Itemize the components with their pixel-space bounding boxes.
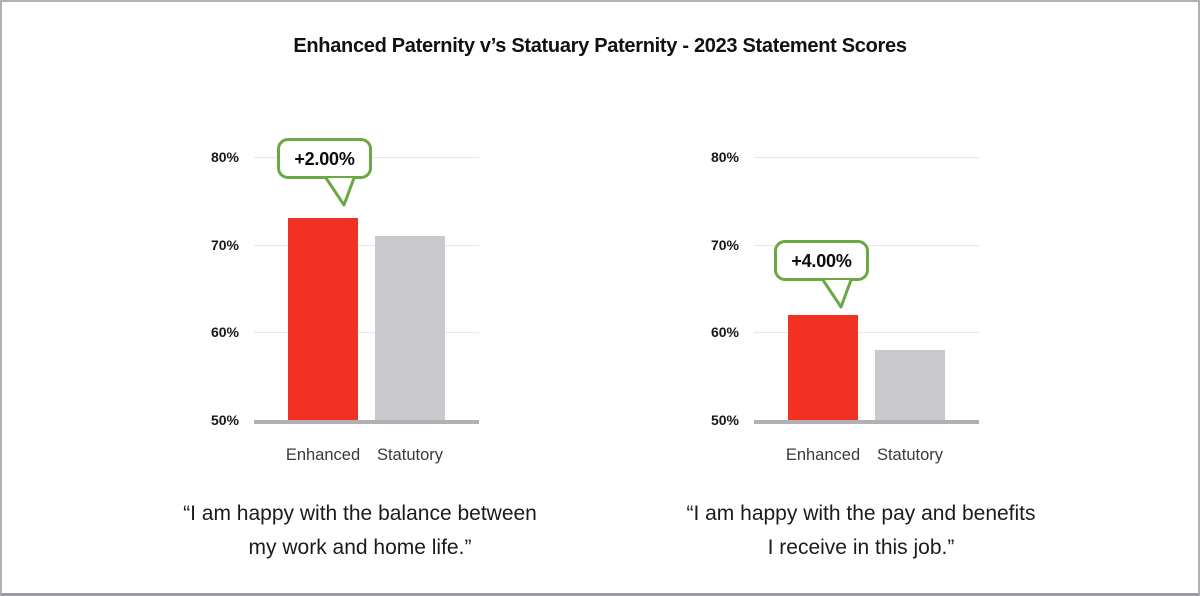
x-axis-label-enhanced: Enhanced xyxy=(785,446,861,464)
caption-line: “I am happy with the pay and benefits xyxy=(686,502,1036,525)
right-chart-caption: “I am happy with the pay and benefits I … xyxy=(641,497,1081,565)
callout-bubble: +2.00% xyxy=(277,138,372,207)
y-tick-label: 50% xyxy=(210,412,239,428)
left-chart: 80% 70% 60% 50% +2.00% Enhanced Statutor… xyxy=(197,132,497,472)
callout-bubble: +4.00% xyxy=(774,240,869,309)
plot-area xyxy=(254,157,479,424)
plot-area xyxy=(754,157,979,424)
left-chart-caption: “I am happy with the balance between my … xyxy=(140,497,580,565)
y-tick-label: 70% xyxy=(710,237,739,253)
enhanced-bar xyxy=(288,218,358,420)
gridline-60 xyxy=(754,332,979,333)
enhanced-bar xyxy=(788,314,858,420)
statutory-bar xyxy=(375,235,445,420)
x-axis-label-statutory: Statutory xyxy=(376,446,444,464)
x-axis-baseline xyxy=(754,420,979,424)
gridline-80 xyxy=(754,157,979,158)
chart-title: Enhanced Paternity v’s Statuary Paternit… xyxy=(293,35,907,57)
x-axis-baseline xyxy=(254,420,479,424)
y-tick-label: 50% xyxy=(710,412,739,428)
x-axis-label-statutory: Statutory xyxy=(876,446,944,464)
callout-label: +4.00% xyxy=(791,251,852,271)
statutory-bar xyxy=(875,349,945,420)
caption-line: “I am happy with the balance between xyxy=(183,502,537,525)
y-tick-label: 80% xyxy=(210,149,239,165)
gridline-70 xyxy=(254,245,479,246)
y-tick-label: 60% xyxy=(710,324,739,340)
caption-line: I receive in this job.” xyxy=(767,536,955,559)
y-tick-label: 80% xyxy=(710,149,739,165)
caption-line: my work and home life.” xyxy=(248,536,472,559)
callout-tail xyxy=(324,177,356,207)
y-tick-label: 70% xyxy=(210,237,239,253)
callout-label: +2.00% xyxy=(294,149,355,169)
callout-tail xyxy=(821,279,853,309)
gridline-60 xyxy=(254,332,479,333)
y-tick-label: 60% xyxy=(210,324,239,340)
x-axis-label-enhanced: Enhanced xyxy=(285,446,361,464)
right-chart: 80% 70% 60% 50% +4.00% Enhanced Statutor… xyxy=(697,132,997,472)
